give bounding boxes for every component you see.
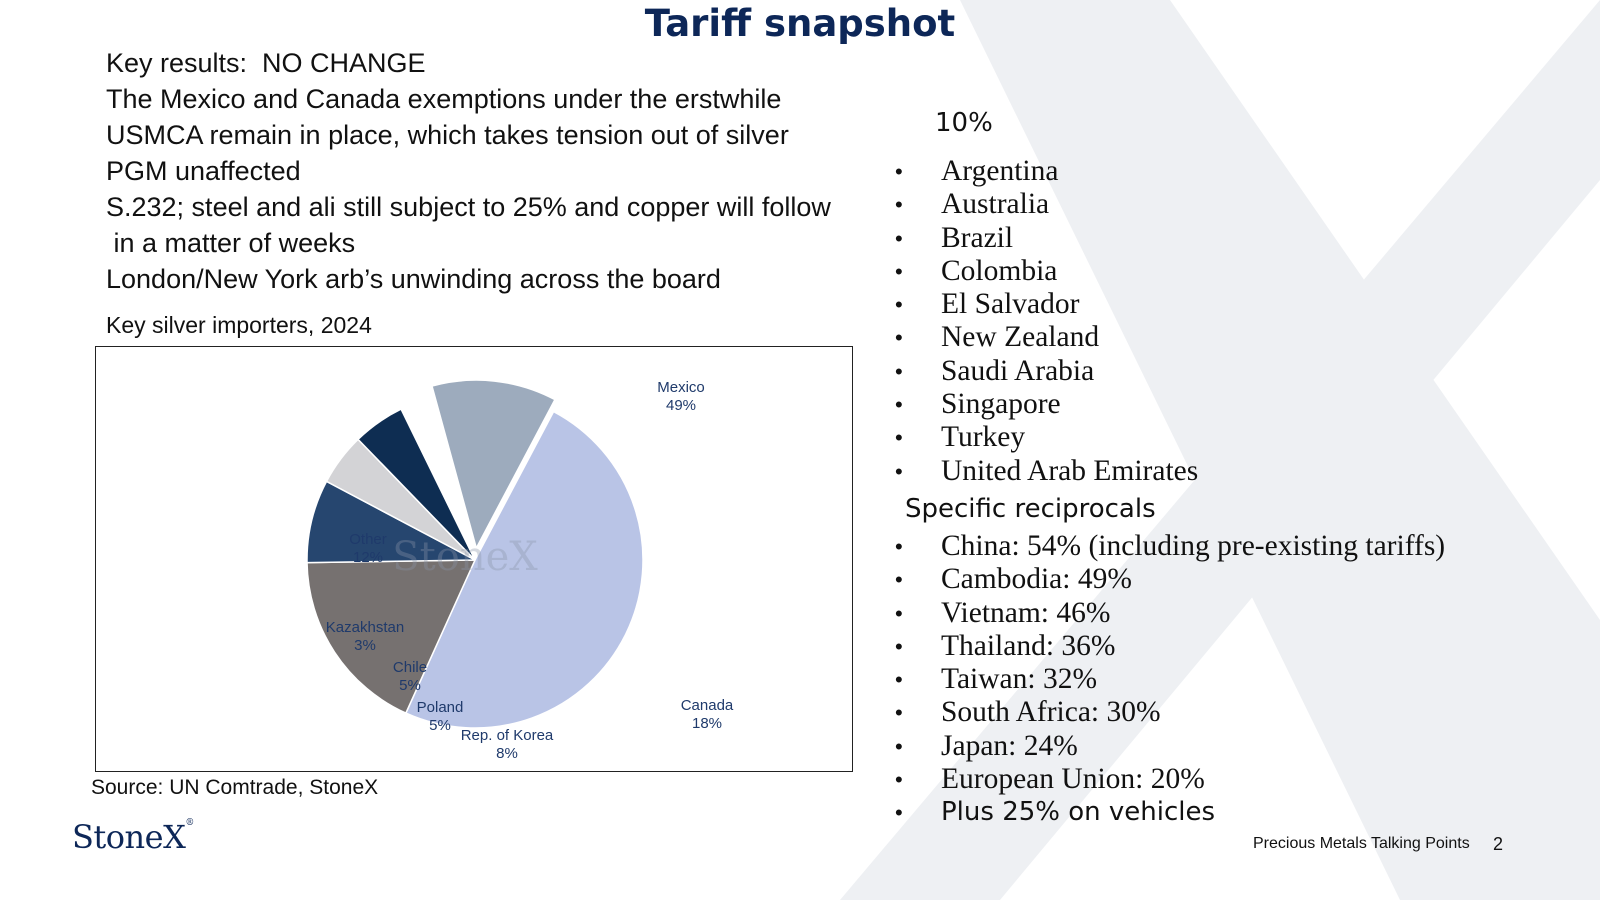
pie-slice-kazakhstan xyxy=(395,385,472,550)
list-item: New Zealand xyxy=(895,321,1198,355)
chart-heading: Key silver importers, 2024 xyxy=(106,312,372,338)
list-item: Australia xyxy=(895,188,1198,222)
list-item: Taiwan: 32% xyxy=(895,663,1445,697)
pie-chart-frame: Mexico 49% Canada 18% Rep. of Korea 8% Poland 5… xyxy=(95,346,853,772)
chart-source: Source: UN Comtrade, StoneX xyxy=(91,776,379,799)
slice-label-value: 49% xyxy=(666,397,696,414)
key-results-line: Key results: NO CHANGE xyxy=(106,48,426,78)
key-results-text: Key results: NO CHANGE The Mexico and Ca… xyxy=(106,45,886,297)
pie-slice-mexico xyxy=(404,410,644,729)
pie-slice-canada xyxy=(306,559,477,715)
slice-label-value: 5% xyxy=(399,677,421,694)
slice-label: Kazakhstan 3% xyxy=(326,619,404,654)
list-item: Saudi Arabia xyxy=(895,355,1198,389)
list-item: European Union: 20% xyxy=(895,763,1445,797)
list-item: China: 54% (including pre-existing tarif… xyxy=(895,530,1445,564)
stonex-logo: StoneX® xyxy=(72,818,194,856)
slice-label: Canada 18% xyxy=(681,697,734,732)
slice-label: Other 12% xyxy=(349,531,387,566)
key-results-line: USMCA remain in place, which takes tensi… xyxy=(106,120,789,150)
pie-slice-chile xyxy=(357,408,476,561)
list-item: Thailand: 36% xyxy=(895,630,1445,664)
list-item: Turkey xyxy=(895,421,1198,455)
slice-label: Poland 5% xyxy=(417,699,464,734)
key-results-line: London/New York arb’s unwinding across t… xyxy=(106,264,721,294)
list-item: Colombia xyxy=(895,255,1198,289)
slice-label-name: Rep. of Korea xyxy=(461,727,554,744)
list-item: Brazil xyxy=(895,222,1198,256)
list-item: El Salvador xyxy=(895,288,1198,322)
slice-label-name: Canada xyxy=(681,697,734,714)
list-item: Cambodia: 49% xyxy=(895,563,1445,597)
list-item: Argentina xyxy=(895,155,1198,189)
slice-label-value: 5% xyxy=(429,717,451,734)
chart-watermark: StoneX xyxy=(392,534,538,580)
slice-label-value: 3% xyxy=(354,637,376,654)
key-results-line: in a matter of weeks xyxy=(106,228,356,258)
baseline-country-list: Argentina Australia Brazil Colombia El S… xyxy=(895,155,1198,488)
page-number: 2 xyxy=(1493,834,1504,854)
footer-label: Precious Metals Talking Points xyxy=(1253,835,1470,852)
slice-label-name: Kazakhstan xyxy=(326,619,404,636)
key-results-line: The Mexico and Canada exemptions under t… xyxy=(106,84,782,114)
specific-reciprocals-list: China: 54% (including pre-existing tarif… xyxy=(895,530,1445,830)
list-item: Vietnam: 46% xyxy=(895,597,1445,631)
pie-slice-other xyxy=(431,379,556,551)
list-item: South Africa: 30% xyxy=(895,696,1445,730)
logo-text: StoneX xyxy=(72,818,186,856)
slice-label-value: 8% xyxy=(496,745,518,762)
slice-label-name: Mexico xyxy=(657,379,705,396)
baseline-tariff-heading: 10% xyxy=(935,108,993,138)
key-results-line: S.232; steel and ali still subject to 25… xyxy=(106,192,831,222)
slice-label-value: 18% xyxy=(692,715,722,732)
slice-label: Chile 5% xyxy=(393,659,427,694)
slice-label-name: Other xyxy=(349,531,387,548)
list-item: United Arab Emirates xyxy=(895,455,1198,489)
pie-chart: Mexico 49%Canada 18%Rep. of Korea 8%Poland 5… xyxy=(306,379,734,762)
specific-reciprocals-heading: Specific reciprocals xyxy=(905,494,1156,524)
slice-label-value: 12% xyxy=(353,549,383,566)
key-results-line: PGM unaffected xyxy=(106,156,301,186)
slice-label-name: Chile xyxy=(393,659,427,676)
list-item: Plus 25% on vehicles xyxy=(895,796,1445,830)
slide-title: Tariff snapshot xyxy=(644,2,956,45)
slice-label: Rep. of Korea 8% xyxy=(461,727,554,762)
list-item: Singapore xyxy=(895,388,1198,422)
slice-label-name: Poland xyxy=(417,699,464,716)
list-item: Japan: 24% xyxy=(895,730,1445,764)
slice-label: Mexico 49% xyxy=(657,379,705,414)
